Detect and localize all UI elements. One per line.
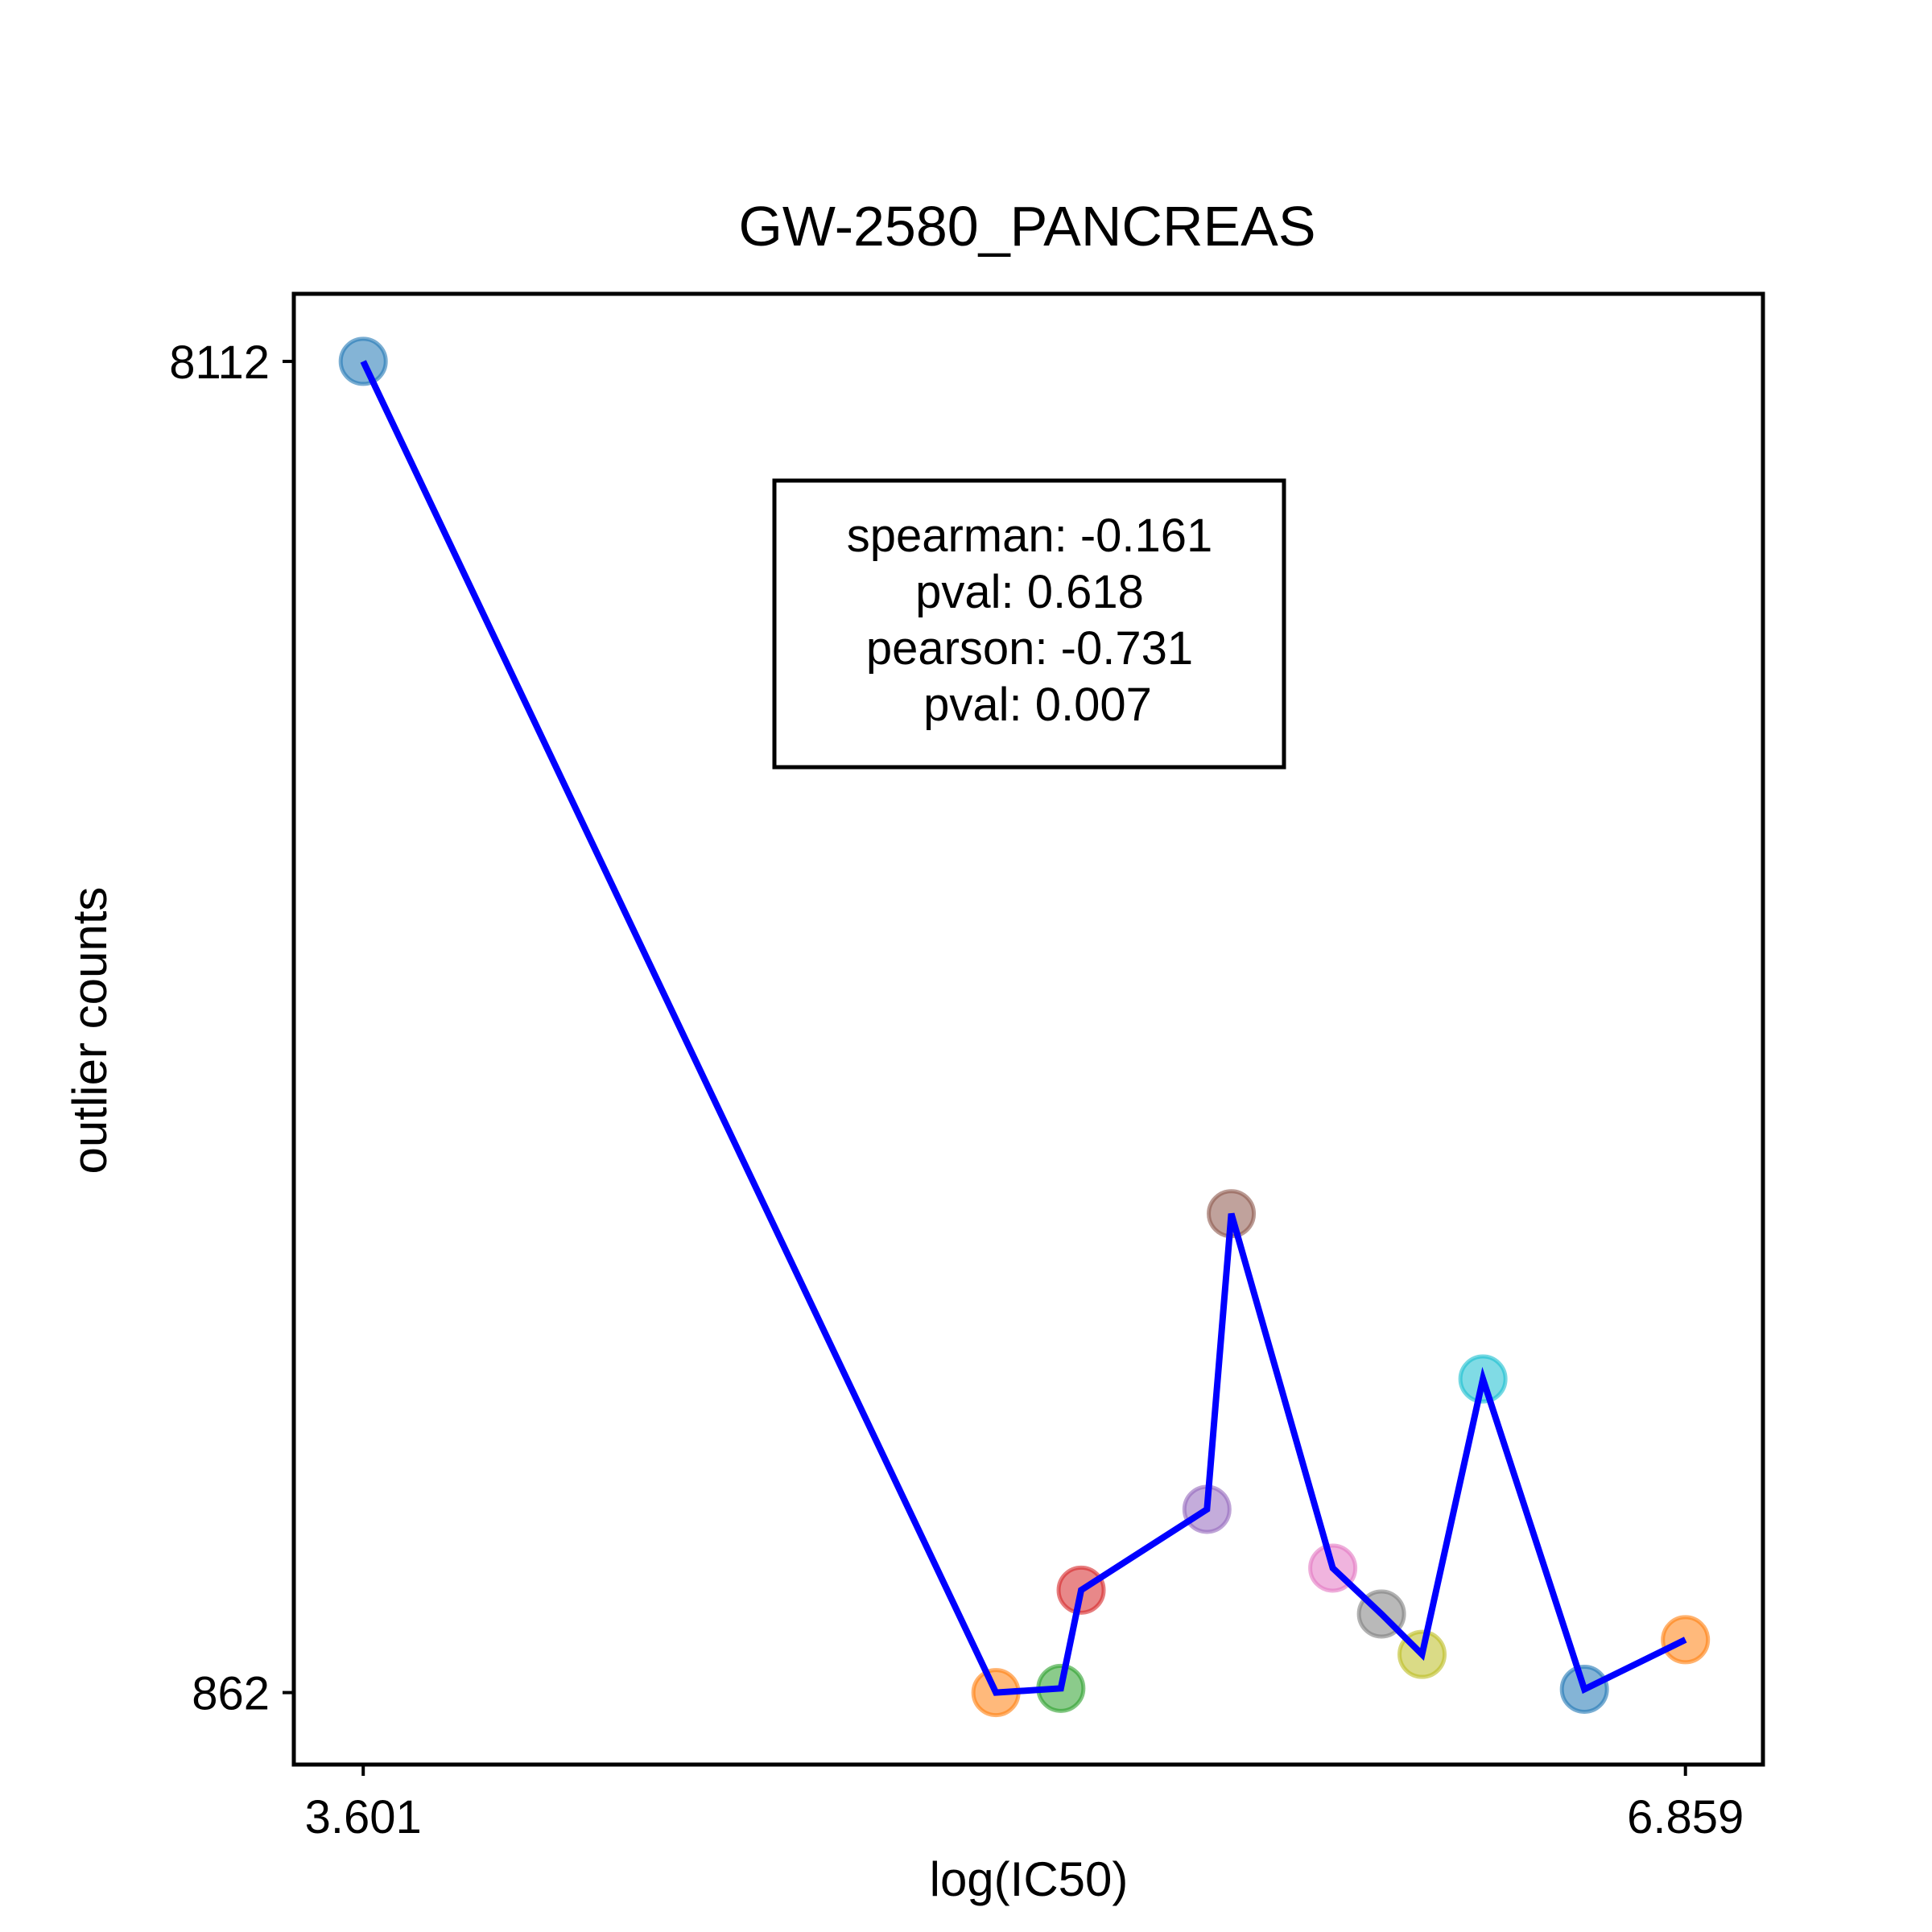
stats-box-frame: [772, 478, 1286, 770]
axes-frame: [291, 291, 1765, 1767]
series-line: [360, 360, 1687, 1696]
x-tick-label-2: 6.859: [1627, 1791, 1744, 1843]
stats-pearson-pval: pval: 0.007: [923, 679, 1152, 731]
stats-spearman: spearman: -0.161: [847, 510, 1213, 562]
stats-box: spearman: -0.161 pval: 0.618 pearson: -0…: [772, 478, 1286, 770]
x-axis-label: log(IC50): [930, 1852, 1129, 1906]
x-tick-label-1: 3.601: [305, 1791, 422, 1843]
y-axis-label: outlier counts: [63, 887, 117, 1174]
y-tick-label-1: 8112: [169, 336, 270, 389]
stats-spearman-pval: pval: 0.618: [915, 566, 1144, 618]
stats-pearson: pearson: -0.731: [866, 622, 1193, 675]
ticks-layer: 3.601 6.859 8112 862: [169, 336, 1744, 1843]
plot-layer: [338, 336, 1711, 1718]
chart-title: GW-2580_PANCREAS: [738, 195, 1315, 258]
y-tick-label-2: 862: [192, 1668, 270, 1720]
